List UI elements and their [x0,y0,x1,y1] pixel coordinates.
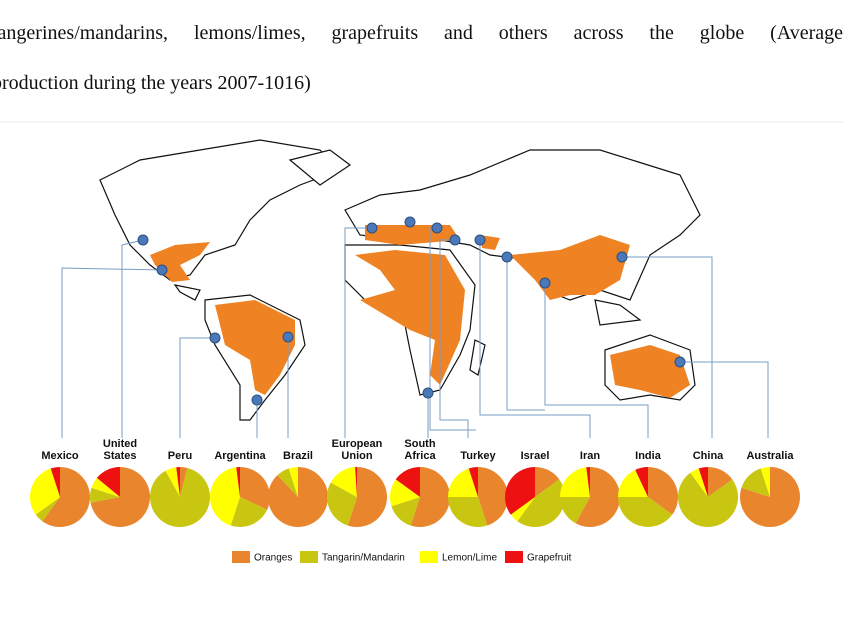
pie-label: Iran [579,450,601,462]
pie-label: Mexico [41,450,79,462]
pie-slice [277,468,298,497]
legend-label: Grapefruit [527,553,572,564]
pie-label: Israel [520,450,550,462]
pie-slice [560,497,590,524]
pie-slice [635,467,648,497]
pie-slice [176,467,180,497]
pie-label: Australia [746,450,794,462]
pie-slice [90,467,151,528]
legend-swatch [420,551,438,563]
pie-label: China [692,450,724,462]
legend-label: Oranges [254,553,292,564]
pie-label: India [635,450,661,462]
location-dot [137,216,686,406]
pie-slice [240,467,271,510]
pie-slice [149,467,210,528]
legend-swatch [300,551,318,563]
pie-slice [42,467,90,527]
pie-slice [180,467,188,497]
pie-slice [50,467,60,497]
pie-slice [210,467,240,526]
pie-slice [505,467,535,515]
pie-slice [618,469,648,497]
pie-slice [330,467,357,497]
pie-label: South Africa [404,438,436,462]
pie-slice [478,467,508,526]
pie-slice [410,467,451,527]
pie-slice [698,467,708,497]
pie-slice [586,467,590,497]
pie-slice [230,497,268,527]
pie-slice [575,467,621,527]
pie-slice [29,468,60,515]
pie-label: European Union [331,438,383,462]
pie-slice [165,467,180,497]
pie-slice [96,467,120,497]
pie-slice [395,467,420,497]
connector [61,227,769,438]
pie-slice [448,497,488,527]
pie-label: Turkey [460,450,496,462]
pie-label: Brazil [283,450,313,462]
pie-slice [288,467,298,497]
pie-slice [760,467,770,497]
legend-label: Lemon/Lime [442,553,497,564]
pie-slice [448,468,478,497]
legend-swatch [505,551,523,563]
pie-slice [535,467,560,497]
pie-slice [648,467,678,515]
pie-slice [390,479,420,507]
legend-label: Tangarin/Mandarin [322,553,405,564]
pie-slice [560,467,590,497]
legend-swatch [232,551,250,563]
pie-label: Argentina [214,450,266,462]
pie-slice [690,468,708,497]
pie-slice [618,497,673,527]
pie-slice [678,472,738,528]
pie-slice [91,477,120,497]
pie-slice [236,467,240,497]
pie-slice [741,468,770,497]
body-text: production during the years 2007-1016) [0,72,311,94]
pie-slice [391,497,420,526]
pie-slice [35,497,60,522]
body-text: tangerines/mandarins, lemons/limes, grap… [0,22,843,44]
pie-slice [468,467,478,497]
pie-slice [89,487,120,503]
pie-slice [327,482,357,526]
pie-slice [510,497,535,522]
pie-slice [708,467,733,497]
pie-slice [517,479,565,527]
pie-slice [355,467,357,497]
pie-label: United States [102,438,138,462]
pie-slice [347,467,388,527]
pie-label: Peru [167,450,193,462]
